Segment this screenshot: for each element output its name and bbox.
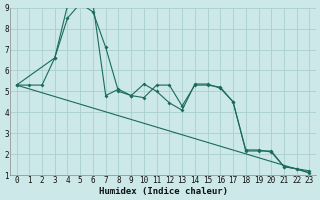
X-axis label: Humidex (Indice chaleur): Humidex (Indice chaleur) <box>99 187 228 196</box>
